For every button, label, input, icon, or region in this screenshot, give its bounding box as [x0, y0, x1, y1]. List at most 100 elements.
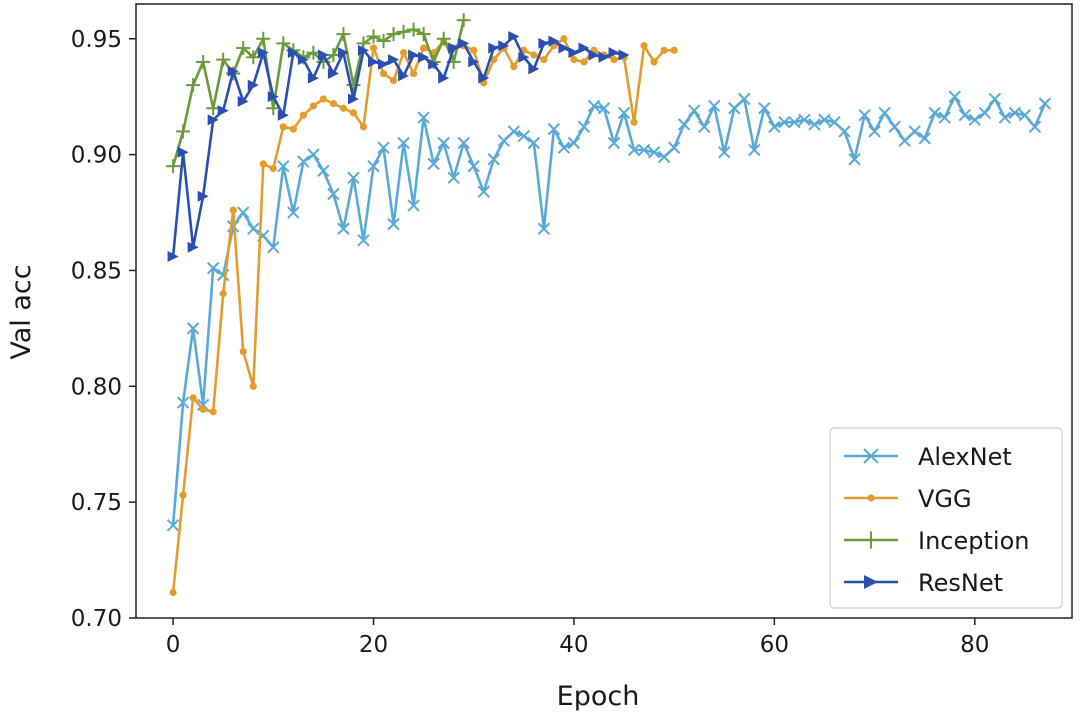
- alexnet-point: [497, 134, 510, 147]
- resnet-point: [428, 58, 440, 70]
- alexnet-point: [337, 222, 350, 235]
- alexnet-point: [237, 206, 250, 219]
- alexnet-point: [637, 143, 651, 157]
- inception-point: [186, 78, 201, 93]
- alexnet-point: [858, 109, 871, 122]
- alexnet-point: [617, 106, 631, 120]
- alexnet-point: [868, 125, 881, 138]
- resnet-point: [257, 47, 269, 59]
- alexnet-point: [1028, 120, 1042, 134]
- alexnet-point: [547, 122, 561, 136]
- resnet-point: [327, 68, 339, 80]
- alexnet-point: [988, 92, 1002, 106]
- vgg-point: [299, 111, 307, 119]
- resnet-point: [458, 37, 470, 49]
- inception-point: [166, 159, 181, 174]
- alexnet-point: [387, 217, 400, 231]
- alexnet-point: [677, 118, 691, 131]
- alexnet-point: [748, 143, 761, 157]
- legend-marker-resnet: [864, 575, 878, 589]
- vgg-point: [249, 382, 257, 390]
- vgg-point: [319, 95, 328, 103]
- inception-point: [346, 78, 361, 93]
- vgg-point: [199, 405, 207, 414]
- x-tick-label: 60: [760, 632, 789, 658]
- inception-point: [436, 31, 451, 46]
- inception-point: [266, 101, 281, 116]
- alexnet-point: [277, 159, 290, 173]
- alexnet-point: [1038, 97, 1052, 110]
- alexnet-point: [397, 136, 410, 150]
- resnet-point: [608, 47, 620, 59]
- resnet-point: [337, 47, 349, 59]
- alexnet-point: [647, 146, 661, 159]
- alexnet-point: [908, 125, 921, 138]
- y-axis-label: Val acc: [6, 264, 37, 359]
- inception-point: [176, 124, 191, 139]
- resnet-point: [378, 58, 390, 70]
- vgg-point: [359, 123, 368, 131]
- vgg-point: [189, 394, 197, 402]
- legend-marker-inception: [862, 531, 880, 549]
- alexnet-point: [888, 120, 901, 134]
- alexnet-point: [567, 136, 581, 150]
- inception-point: [366, 29, 381, 44]
- alexnet-point: [998, 111, 1012, 124]
- alexnet-point: [627, 143, 641, 157]
- x-tick-label: 20: [359, 632, 388, 658]
- alexnet-point: [317, 164, 330, 178]
- alexnet-point: [297, 155, 310, 168]
- y-tick-label: 0.90: [71, 143, 122, 169]
- alexnet-point: [307, 148, 320, 161]
- resnet-point: [588, 49, 600, 61]
- alexnet-point: [527, 136, 541, 150]
- vgg-point: [219, 290, 227, 298]
- alexnet-point: [928, 106, 941, 120]
- legend-label-inception: Inception: [918, 527, 1029, 555]
- inception-point: [416, 27, 431, 42]
- resnet-point: [448, 42, 460, 54]
- resnet-point: [468, 56, 480, 68]
- alexnet-point: [407, 199, 420, 212]
- resnet-point: [347, 93, 359, 105]
- alexnet-point: [357, 234, 370, 247]
- y-tick-label: 0.70: [71, 606, 122, 632]
- legend-item-resnet: ResNet: [844, 569, 1003, 597]
- resnet-point: [237, 95, 249, 107]
- resnet-point: [408, 49, 420, 61]
- vgg-point: [229, 206, 237, 214]
- alexnet-point: [758, 102, 771, 115]
- y-tick-label: 0.95: [71, 27, 122, 53]
- alexnet-point: [838, 125, 851, 138]
- resnet-point: [357, 44, 369, 56]
- plot-area-frame: [135, 3, 1073, 619]
- series-resnet: [167, 30, 630, 263]
- alexnet-point: [848, 153, 861, 166]
- resnet-point: [227, 65, 239, 77]
- vgg-point: [470, 46, 478, 54]
- y-tick-label: 0.75: [71, 490, 122, 516]
- alexnet-point: [738, 92, 751, 106]
- alexnet-point: [718, 146, 731, 159]
- alexnet-point: [427, 157, 440, 171]
- legend-box: [829, 427, 1063, 609]
- legend-marker-alexnet: [863, 448, 879, 464]
- vgg-point: [179, 491, 187, 499]
- inception-point: [216, 52, 231, 67]
- inception-point: [196, 54, 211, 69]
- vgg-point: [399, 49, 408, 57]
- vgg-point: [329, 100, 338, 108]
- legend-label-resnet: ResNet: [918, 569, 1003, 597]
- alexnet-point: [377, 141, 390, 154]
- alexnet-point: [447, 171, 460, 184]
- y-tick-label: 0.80: [71, 374, 122, 400]
- inception-point: [386, 27, 401, 42]
- alexnet-point: [597, 102, 611, 115]
- vgg-point: [289, 125, 297, 133]
- resnet-point: [207, 114, 219, 126]
- alexnet-point: [196, 398, 210, 412]
- series-layer: [166, 13, 1052, 597]
- alexnet-point: [728, 102, 741, 115]
- resnet-point: [618, 49, 630, 61]
